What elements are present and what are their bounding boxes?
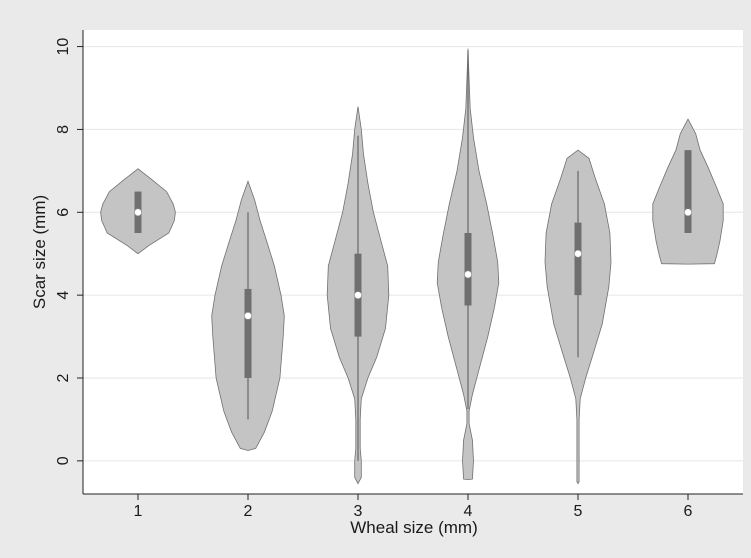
- iqr-box-2: [244, 288, 252, 378]
- plot-area: [83, 30, 743, 494]
- median-marker-3: [354, 291, 362, 300]
- median-marker-5: [574, 249, 582, 258]
- x-tick-label-4: 4: [464, 503, 473, 520]
- median-marker-6: [684, 208, 692, 217]
- violin-group-6: [652, 118, 724, 265]
- x-axis-title: Wheal size (mm): [350, 518, 478, 537]
- median-marker-2: [244, 311, 252, 320]
- y-tick-label-2: 2: [55, 373, 72, 382]
- x-tick-label-1: 1: [134, 503, 143, 520]
- median-marker-4: [464, 270, 472, 279]
- y-axis-title: Scar size (mm): [30, 195, 49, 309]
- x-tick-label-3: 3: [354, 503, 363, 520]
- violin-group-4: [436, 48, 500, 480]
- violin-group-3: [326, 106, 390, 485]
- violin-group-1: [100, 168, 176, 255]
- y-tick-label-8: 8: [55, 125, 72, 134]
- y-tick-label-6: 6: [55, 208, 72, 217]
- x-tick-label-6: 6: [684, 503, 693, 520]
- median-marker-1: [134, 208, 142, 217]
- violin-group-2: [211, 179, 285, 451]
- violin-group-5: [544, 149, 612, 485]
- iqr-box-4: [464, 233, 472, 306]
- iqr-box-6: [684, 150, 692, 233]
- axes: [77, 30, 743, 500]
- y-tick-label-0: 0: [55, 456, 72, 465]
- x-tick-label-2: 2: [244, 503, 253, 520]
- iqr-box-5: [574, 222, 582, 296]
- y-tick-label-4: 4: [55, 291, 72, 300]
- y-tick-label-10: 10: [55, 38, 72, 56]
- gridlines: [83, 46, 743, 462]
- x-tick-label-5: 5: [574, 503, 583, 520]
- violins: [100, 48, 724, 485]
